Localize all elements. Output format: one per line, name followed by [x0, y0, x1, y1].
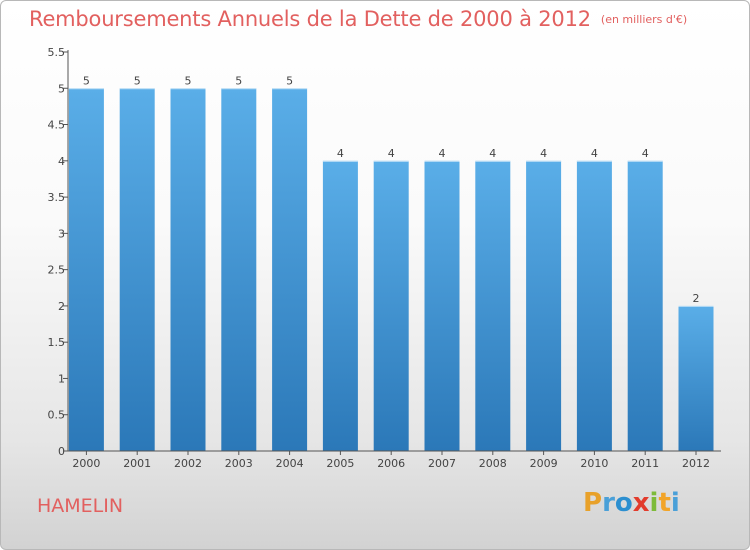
- bar-value-label: 4: [540, 147, 547, 160]
- bar: [272, 88, 308, 451]
- bar: [119, 88, 155, 451]
- bar-value-label: 5: [83, 74, 90, 87]
- commune-name: HAMELIN: [37, 495, 124, 517]
- y-axis: 0 0.5 1 1.5 2 2.5 3 3.5 4 4.5 5 5.5: [48, 46, 69, 458]
- bar-value-label: 5: [235, 74, 242, 87]
- logo-letter: i: [670, 488, 680, 518]
- y-tick-label: 4.5: [48, 119, 66, 132]
- x-tick-label: 2007: [428, 457, 456, 470]
- x-tick-label: 2000: [72, 457, 100, 470]
- chart-title-text: Remboursements Annuels de la Dette de 20…: [29, 7, 591, 31]
- x-tick-label: 2006: [377, 457, 405, 470]
- bar-value-label: 4: [439, 147, 446, 160]
- y-tick-label: 5: [58, 82, 65, 95]
- bar: [526, 160, 562, 451]
- chart-title: Remboursements Annuels de la Dette de 20…: [29, 7, 687, 31]
- y-tick-label: 3.5: [48, 191, 66, 204]
- x-tick-label: 2004: [276, 457, 304, 470]
- y-tick-label: 2: [58, 300, 65, 313]
- x-tick-label: 2008: [479, 457, 507, 470]
- y-tick-label: 2.5: [48, 264, 66, 277]
- y-tick-label: 1: [58, 372, 65, 385]
- logo-letter: r: [602, 488, 615, 518]
- bar-value-label: 5: [185, 74, 192, 87]
- bar: [322, 160, 358, 451]
- bar: [475, 160, 511, 451]
- bar: [68, 88, 104, 451]
- y-tick-label: 0: [58, 445, 65, 458]
- x-tick-label: 2012: [682, 457, 710, 470]
- y-tick-label: 4: [58, 155, 65, 168]
- bar: [170, 88, 206, 451]
- logo-letter: t: [658, 488, 671, 518]
- x-tick-label: 2001: [123, 457, 151, 470]
- x-tick-label: 2002: [174, 457, 202, 470]
- bar-value-label: 4: [591, 147, 598, 160]
- bar-value-label: 4: [489, 147, 496, 160]
- bar: [627, 160, 663, 451]
- x-axis: 2000 2001 2002 2003 2004 2005 2006 2007 2008 2009…: [68, 450, 721, 470]
- logo-letter: i: [649, 488, 659, 518]
- x-tick-label: 2010: [580, 457, 608, 470]
- logo-letter: P: [583, 488, 603, 518]
- bars: 5 5 5 5 5 4 4 4 4 4 4 4 2: [68, 74, 714, 451]
- x-tick-label: 2003: [225, 457, 253, 470]
- bar: [576, 160, 612, 451]
- y-tick-label: 3: [58, 227, 65, 240]
- logo-letter: x: [632, 488, 650, 518]
- bar-value-label: 5: [134, 74, 141, 87]
- x-tick-label: 2011: [631, 457, 659, 470]
- bar: [221, 88, 257, 451]
- logo-letter: o: [614, 488, 633, 518]
- bar-value-label: 2: [693, 292, 700, 305]
- bar: [373, 160, 409, 451]
- bar-value-label: 5: [286, 74, 293, 87]
- y-tick-label: 5.5: [48, 46, 66, 59]
- bar: [678, 305, 714, 451]
- proxiti-logo: Proxiti: [583, 488, 680, 518]
- bar-value-label: 4: [642, 147, 649, 160]
- bar-value-label: 4: [388, 147, 395, 160]
- x-tick-label: 2005: [326, 457, 354, 470]
- chart-unit: (en milliers d'€): [600, 13, 688, 26]
- bar-value-label: 4: [337, 147, 344, 160]
- y-tick-label: 1.5: [48, 336, 66, 349]
- bar: [424, 160, 460, 451]
- y-tick-label: 0.5: [48, 409, 66, 422]
- x-tick-label: 2009: [530, 457, 558, 470]
